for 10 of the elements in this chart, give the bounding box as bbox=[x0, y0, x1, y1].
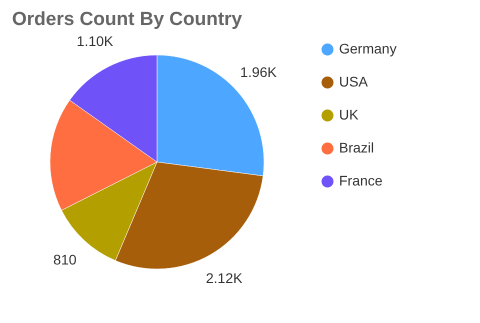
data-label: 2.12K bbox=[206, 270, 244, 286]
chart-title: Orders Count By Country bbox=[12, 9, 243, 30]
data-label: 1.96K bbox=[240, 64, 278, 80]
legend-label: France bbox=[339, 172, 383, 188]
legend-label: USA bbox=[339, 74, 368, 90]
legend-label: UK bbox=[339, 106, 360, 122]
data-label: 810 bbox=[53, 252, 77, 268]
data-label: 1.10K bbox=[76, 33, 114, 50]
legend-label: Germany bbox=[339, 40, 397, 56]
legend-label: Brazil bbox=[339, 140, 374, 156]
